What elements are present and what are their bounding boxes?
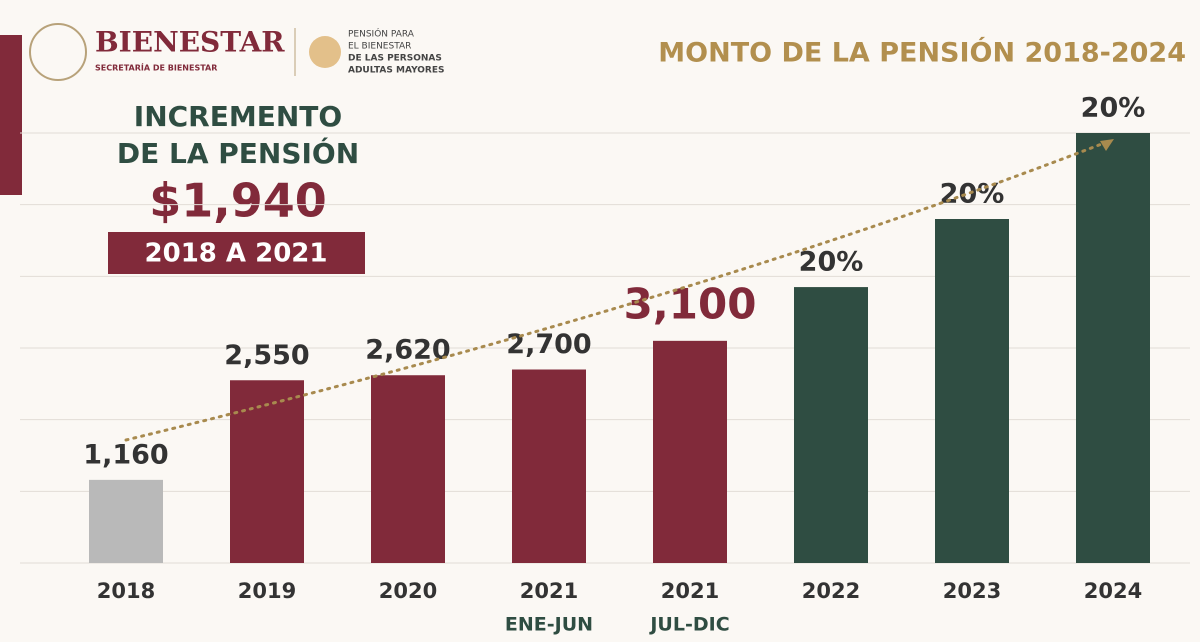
trend-line bbox=[124, 138, 1114, 442]
bar bbox=[653, 340, 727, 563]
note-box bbox=[108, 232, 365, 274]
x-tick-label: 2021 bbox=[661, 579, 719, 603]
bar bbox=[230, 380, 304, 563]
value-label: 2,550 bbox=[224, 340, 309, 371]
x-tick-label: 2018 bbox=[97, 579, 155, 603]
x-tick-label: 2020 bbox=[379, 579, 437, 603]
program-line: PENSIÓN PARA bbox=[348, 28, 415, 40]
value-label: 2,700 bbox=[506, 329, 591, 360]
emblem bbox=[29, 23, 87, 81]
note-amount: $1,940 bbox=[149, 174, 327, 228]
note-line: INCREMENTO bbox=[134, 100, 342, 133]
program-line: DE LAS PERSONAS bbox=[348, 54, 442, 64]
x-tick-sublabel: ENE-JUN bbox=[505, 614, 593, 636]
x-tick-label: 2024 bbox=[1084, 579, 1142, 603]
value-label: 1,160 bbox=[83, 439, 168, 470]
x-tick-label: 2023 bbox=[943, 579, 1001, 603]
program-line: EL BIENESTAR bbox=[348, 42, 411, 52]
x-tick-sublabel: JUL-DIC bbox=[648, 614, 729, 636]
bar bbox=[89, 479, 163, 563]
note-line: DE LA PENSIÓN bbox=[117, 136, 359, 170]
bar bbox=[1076, 133, 1150, 563]
program-line: ADULTAS MAYORES bbox=[348, 66, 444, 76]
trend-arrow bbox=[1100, 139, 1114, 151]
chart-title: MONTO DE LA PENSIÓN 2018-2024 bbox=[658, 37, 1186, 69]
program-icon bbox=[309, 36, 341, 68]
brand-sub: SECRETARÍA DE BIENESTAR bbox=[95, 62, 217, 73]
x-tick-label: 2022 bbox=[802, 579, 860, 603]
value-label: 3,100 bbox=[624, 279, 757, 328]
bar bbox=[371, 375, 445, 563]
value-label: 2,620 bbox=[365, 335, 450, 366]
bar bbox=[512, 369, 586, 563]
brand: BIENESTAR bbox=[95, 26, 285, 59]
growth-label: 20% bbox=[799, 247, 864, 278]
side-strip bbox=[0, 35, 22, 195]
x-tick-label: 2021 bbox=[520, 579, 578, 603]
x-tick-label: 2019 bbox=[238, 579, 296, 603]
bar bbox=[935, 219, 1009, 563]
bar bbox=[794, 287, 868, 563]
note-period: 2018 A 2021 bbox=[145, 239, 328, 269]
growth-label: 20% bbox=[1081, 93, 1146, 124]
